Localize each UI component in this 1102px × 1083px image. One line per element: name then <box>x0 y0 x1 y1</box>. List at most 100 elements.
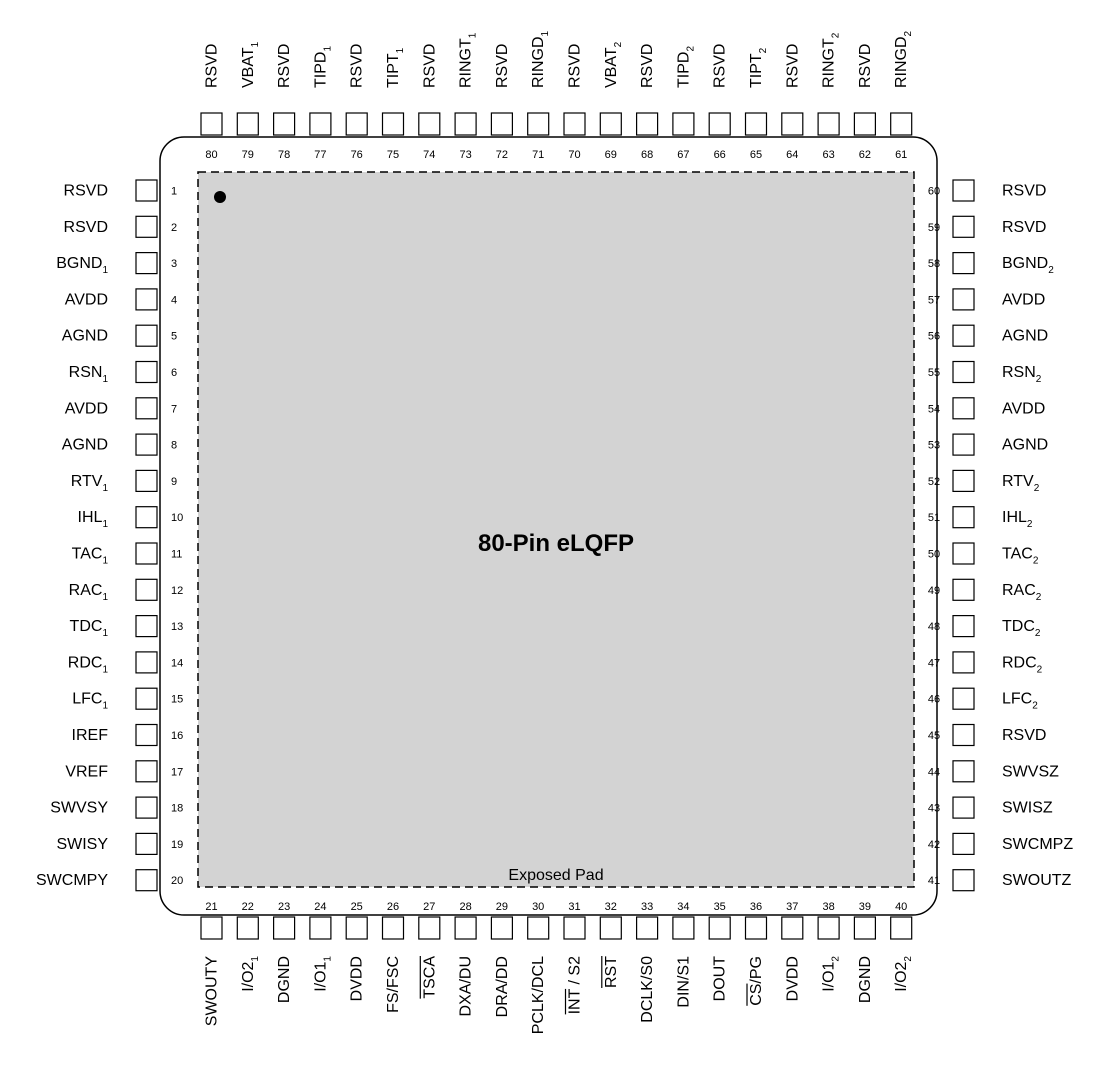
pin-pad <box>381 916 405 940</box>
pin-number: 52 <box>928 476 940 488</box>
pin-label-group: DOUT <box>712 956 729 1002</box>
pin-label: RSVD <box>712 44 729 88</box>
pin-number: 48 <box>928 621 940 633</box>
pin-number: 79 <box>242 149 254 161</box>
pin-number: 46 <box>928 694 940 706</box>
pin-name-text: SWISY <box>56 836 108 853</box>
pin-pad <box>490 112 513 136</box>
pin-number: 68 <box>641 149 653 161</box>
pin-right-51: 51 IHL2 <box>928 506 1033 530</box>
pin-number: 3 <box>171 258 177 270</box>
pin-number: 21 <box>205 901 217 913</box>
pin-name-text: RSVD <box>204 44 221 88</box>
pin-number: 72 <box>496 149 508 161</box>
pin-name-subscript: 1 <box>102 483 108 494</box>
pin-number: 64 <box>786 149 798 161</box>
pin-number: 34 <box>677 901 689 913</box>
pin-bottom-23: 23 DGND <box>273 901 296 1003</box>
pin-label-group: RST <box>601 956 620 988</box>
pin-label: RSVD <box>276 44 293 88</box>
pin-bottom-26: 26 FS/FSC <box>381 901 405 1013</box>
pin-name-text: TSCA <box>421 956 438 999</box>
pin-left-2: 2 RSVD <box>64 215 177 238</box>
pin-pad <box>135 796 158 819</box>
pin-label: RSVD <box>421 44 438 88</box>
pin-name-subscript: 2 <box>903 956 914 962</box>
pin-number: 59 <box>928 222 940 234</box>
pin-label: VBAT2 <box>603 41 624 88</box>
pin-label: RSVD <box>64 219 108 236</box>
pin-name-subscript: 2 <box>831 32 842 38</box>
pin-pad <box>454 112 477 136</box>
pin-number: 36 <box>750 901 762 913</box>
pin-number: 47 <box>928 657 940 669</box>
pin-number: 57 <box>928 294 940 306</box>
pin-number: 31 <box>568 901 580 913</box>
pin-name-text: IHL <box>1002 509 1027 526</box>
pin-left-20: 20 SWCMPY <box>36 869 183 892</box>
pin-number: 23 <box>278 901 290 913</box>
pin-number: 26 <box>387 901 399 913</box>
pin-top-65: 65 TIPT2 <box>744 47 769 161</box>
pin-pad <box>273 112 296 136</box>
pin-name-text: LFC <box>72 691 102 708</box>
pin-name-subscript: 2 <box>1032 701 1038 712</box>
pin-left-1: 1 RSVD <box>64 179 177 202</box>
pin-number: 37 <box>786 901 798 913</box>
pin-number: 76 <box>351 149 363 161</box>
pin-number: 30 <box>532 901 544 913</box>
pin-label-group: DXA/DU <box>458 956 475 1016</box>
pin-pad <box>853 916 877 940</box>
pin-label: LFC2 <box>1002 691 1038 712</box>
pin-left-16: 16 IREF <box>72 723 183 747</box>
pin-pad <box>952 360 975 384</box>
pin-label: RSVD <box>494 44 511 88</box>
pin-number: 73 <box>459 149 471 161</box>
pin-bottom-24: 24 I/O11 <box>309 901 333 992</box>
pin-pad <box>135 614 158 638</box>
pin-name-text: I/O1 <box>312 961 329 991</box>
pin-bottom-37: 37 DVDD <box>781 901 804 1001</box>
pin-number: 63 <box>822 149 834 161</box>
pin-name-text: DGND <box>857 956 874 1003</box>
pin-pad <box>952 542 975 565</box>
pin-pad <box>599 916 622 940</box>
pin-label: AVDD <box>65 400 108 417</box>
pin-left-15: 15 LFC1 <box>72 687 183 712</box>
pin-name-text: DXA/DU <box>458 956 475 1016</box>
pin-bottom-21: 21 SWOUTY <box>200 901 223 1026</box>
pin-name-subscript: 2 <box>903 30 914 36</box>
pin-pad <box>952 397 975 420</box>
pin-label-group: DCLK/S0 <box>639 956 656 1023</box>
pin-bottom-29: 29 DRA/DD <box>490 901 513 1017</box>
pin-number: 15 <box>171 694 183 706</box>
pin-label: AGND <box>1002 328 1048 345</box>
pin-label: RDC2 <box>1002 654 1043 675</box>
pin-right-58: 58 BGND2 <box>928 252 1054 276</box>
pin1-marker-dot <box>214 191 226 203</box>
pin-number: 78 <box>278 149 290 161</box>
pin-bottom-31: 31 INT / S2 <box>563 901 586 1015</box>
pin-pad <box>744 112 768 136</box>
pin-label-group: I/O22 <box>893 956 914 992</box>
pin-name-text: VBAT <box>240 47 257 88</box>
pin-number: 7 <box>171 403 177 415</box>
pin-name-text: RINGT <box>458 38 475 88</box>
pin-pad <box>890 112 913 136</box>
pin-label: RSVD <box>1002 183 1046 200</box>
pin-label: RSN1 <box>69 364 109 385</box>
pin-pad <box>345 916 368 940</box>
pin-number: 35 <box>714 901 726 913</box>
pin-name-text: RSVD <box>349 44 366 88</box>
pin-label: CS/PG <box>748 956 765 1006</box>
pin-pad <box>952 832 975 856</box>
pin-pad <box>599 112 622 136</box>
pin-number: 49 <box>928 585 940 597</box>
pin-pad <box>527 916 550 940</box>
pin-name-text: AGND <box>62 328 108 345</box>
pin-name-text: I/O2 <box>893 961 910 991</box>
pin-right-49: 49 RAC2 <box>928 578 1042 603</box>
pin-pad <box>527 112 550 136</box>
pin-label: TIPT2 <box>748 47 769 88</box>
